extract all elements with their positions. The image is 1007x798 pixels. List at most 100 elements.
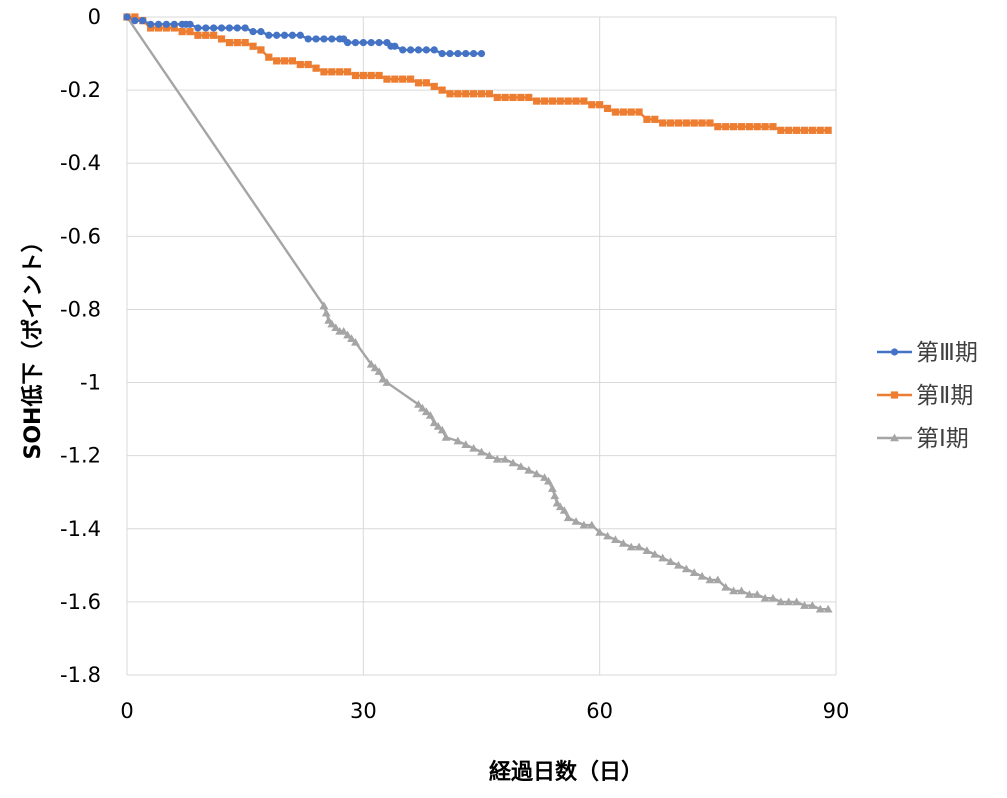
data-point-series-2 <box>280 57 289 65</box>
data-point-series-3 <box>603 531 612 540</box>
data-point-series-2 <box>399 75 407 83</box>
data-point-series-2 <box>619 108 627 116</box>
data-point-series-1 <box>194 24 202 32</box>
data-point-series-2 <box>328 68 336 76</box>
data-point-series-3 <box>768 593 778 602</box>
data-point-series-1 <box>186 20 194 28</box>
data-point-series-3 <box>331 323 341 332</box>
legend-marker <box>890 391 899 399</box>
data-point-series-2 <box>517 93 525 102</box>
data-point-series-3 <box>418 403 427 412</box>
data-point-series-3 <box>524 465 534 474</box>
data-point-series-3 <box>626 542 636 551</box>
data-point-series-1 <box>462 49 470 58</box>
data-point-series-3 <box>713 575 723 584</box>
data-point-series-1 <box>470 49 478 58</box>
data-point-series-1 <box>343 38 352 47</box>
data-point-series-3 <box>433 422 443 430</box>
data-point-series-1 <box>430 46 438 54</box>
data-point-series-3 <box>425 411 435 419</box>
legend-marker <box>890 433 899 442</box>
data-point-series-2 <box>233 38 241 47</box>
data-point-series-2 <box>257 46 265 54</box>
data-point-series-1 <box>359 38 367 47</box>
data-point-series-3 <box>500 454 510 463</box>
data-point-series-2 <box>454 90 462 98</box>
data-point-series-3 <box>729 586 738 595</box>
data-point-series-2 <box>375 71 383 80</box>
data-point-series-3 <box>823 604 833 613</box>
data-point-series-2 <box>635 108 643 116</box>
data-point-series-2 <box>572 97 580 105</box>
data-point-series-3 <box>319 301 329 310</box>
data-point-series-1 <box>210 24 218 32</box>
legend-label: 第Ⅰ期 <box>916 426 969 452</box>
data-point-series-3 <box>327 319 337 328</box>
data-point-series-1 <box>351 38 360 47</box>
data-point-series-3 <box>815 604 825 613</box>
data-point-series-3 <box>697 571 707 580</box>
data-point-series-2 <box>154 24 163 32</box>
data-point-series-2 <box>462 90 470 98</box>
data-point-series-3 <box>321 308 331 317</box>
data-point-series-1 <box>375 38 383 47</box>
data-point-series-1 <box>154 20 163 28</box>
data-point-series-2 <box>800 126 809 134</box>
data-point-series-2 <box>659 119 667 127</box>
data-point-series-3 <box>681 564 691 573</box>
data-point-series-3 <box>571 517 581 525</box>
data-point-series-2 <box>241 38 249 47</box>
data-point-series-3 <box>550 491 560 500</box>
data-point-series-1 <box>123 13 131 21</box>
data-point-series-1 <box>257 28 265 36</box>
data-point-series-2 <box>533 97 541 105</box>
legend-label: 第Ⅲ期 <box>916 340 978 366</box>
data-point-series-2 <box>674 119 683 127</box>
data-point-series-2 <box>131 13 139 21</box>
data-point-series-1 <box>288 31 297 39</box>
data-point-series-2 <box>580 97 588 105</box>
data-point-series-2 <box>288 57 297 65</box>
data-point-series-2 <box>359 71 367 80</box>
data-point-series-3 <box>555 502 565 511</box>
data-point-series-3 <box>343 330 352 339</box>
y-axis-title: SOH低下（ポイント） <box>20 231 46 460</box>
data-point-series-3 <box>370 363 380 372</box>
data-point-series-2 <box>690 119 698 127</box>
grid-lines <box>127 17 837 676</box>
data-point-series-2 <box>336 68 344 76</box>
data-point-series-1 <box>233 24 241 32</box>
data-point-series-3 <box>548 484 557 492</box>
data-point-series-3 <box>587 520 597 529</box>
data-point-series-3 <box>540 473 549 481</box>
y-tick-label: -1.2 <box>60 444 101 468</box>
data-point-series-2 <box>737 123 746 131</box>
data-point-series-1 <box>280 31 289 39</box>
data-point-series-2 <box>170 24 178 32</box>
data-point-series-3 <box>744 590 754 598</box>
data-point-series-2 <box>651 115 659 123</box>
data-point-series-3 <box>382 378 392 386</box>
series-lines <box>126 15 829 611</box>
data-point-series-2 <box>706 119 714 127</box>
data-point-series-1 <box>202 24 210 32</box>
data-point-series-3 <box>492 454 502 463</box>
data-point-series-3 <box>429 418 439 427</box>
data-point-series-2 <box>194 31 202 39</box>
data-point-series-2 <box>596 101 604 109</box>
data-point-series-3 <box>461 440 471 448</box>
data-point-series-2 <box>824 126 832 134</box>
data-point-series-1 <box>249 28 257 36</box>
data-point-series-2 <box>722 123 730 131</box>
data-point-series-1 <box>477 49 486 58</box>
y-tick-label: -0.4 <box>60 151 101 175</box>
data-point-series-2 <box>745 123 753 131</box>
data-point-series-2 <box>714 123 722 131</box>
x-tick-label: 0 <box>120 699 133 723</box>
data-point-series-3 <box>792 597 802 606</box>
data-point-series-1 <box>304 35 312 43</box>
axes <box>126 16 836 675</box>
y-tick-label: -0.8 <box>60 297 101 321</box>
